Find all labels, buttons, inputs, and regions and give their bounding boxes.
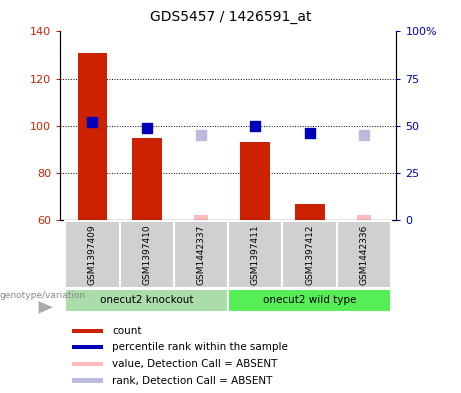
Bar xyxy=(240,142,270,220)
FancyBboxPatch shape xyxy=(228,288,391,312)
Bar xyxy=(295,204,325,220)
Text: rank, Detection Call = ABSENT: rank, Detection Call = ABSENT xyxy=(112,376,272,386)
Bar xyxy=(77,53,107,220)
FancyBboxPatch shape xyxy=(72,378,103,383)
Text: GSM1397409: GSM1397409 xyxy=(88,224,97,285)
Text: value, Detection Call = ABSENT: value, Detection Call = ABSENT xyxy=(112,359,278,369)
Text: GSM1397411: GSM1397411 xyxy=(251,224,260,285)
Text: GSM1397410: GSM1397410 xyxy=(142,224,151,285)
Text: GSM1442336: GSM1442336 xyxy=(360,224,368,285)
Point xyxy=(197,132,205,138)
Bar xyxy=(357,215,371,220)
Point xyxy=(252,123,259,129)
Text: percentile rank within the sample: percentile rank within the sample xyxy=(112,342,288,353)
Text: GDS5457 / 1426591_at: GDS5457 / 1426591_at xyxy=(150,10,311,24)
Text: genotype/variation: genotype/variation xyxy=(0,291,86,300)
Bar xyxy=(132,138,162,220)
Text: count: count xyxy=(112,326,142,336)
FancyBboxPatch shape xyxy=(120,221,174,288)
Point xyxy=(360,132,367,138)
FancyBboxPatch shape xyxy=(72,345,103,349)
FancyBboxPatch shape xyxy=(228,221,283,288)
Point xyxy=(143,125,150,131)
FancyBboxPatch shape xyxy=(65,221,120,288)
FancyBboxPatch shape xyxy=(65,288,228,312)
Point xyxy=(89,119,96,125)
Polygon shape xyxy=(39,301,53,314)
FancyBboxPatch shape xyxy=(72,329,103,333)
Text: onecut2 knockout: onecut2 knockout xyxy=(100,295,194,305)
FancyBboxPatch shape xyxy=(283,221,337,288)
Bar xyxy=(194,215,208,220)
FancyBboxPatch shape xyxy=(174,221,228,288)
FancyBboxPatch shape xyxy=(72,362,103,366)
Text: GSM1397412: GSM1397412 xyxy=(305,224,314,285)
Text: onecut2 wild type: onecut2 wild type xyxy=(263,295,356,305)
Text: GSM1442337: GSM1442337 xyxy=(196,224,206,285)
FancyBboxPatch shape xyxy=(337,221,391,288)
Point xyxy=(306,130,313,136)
